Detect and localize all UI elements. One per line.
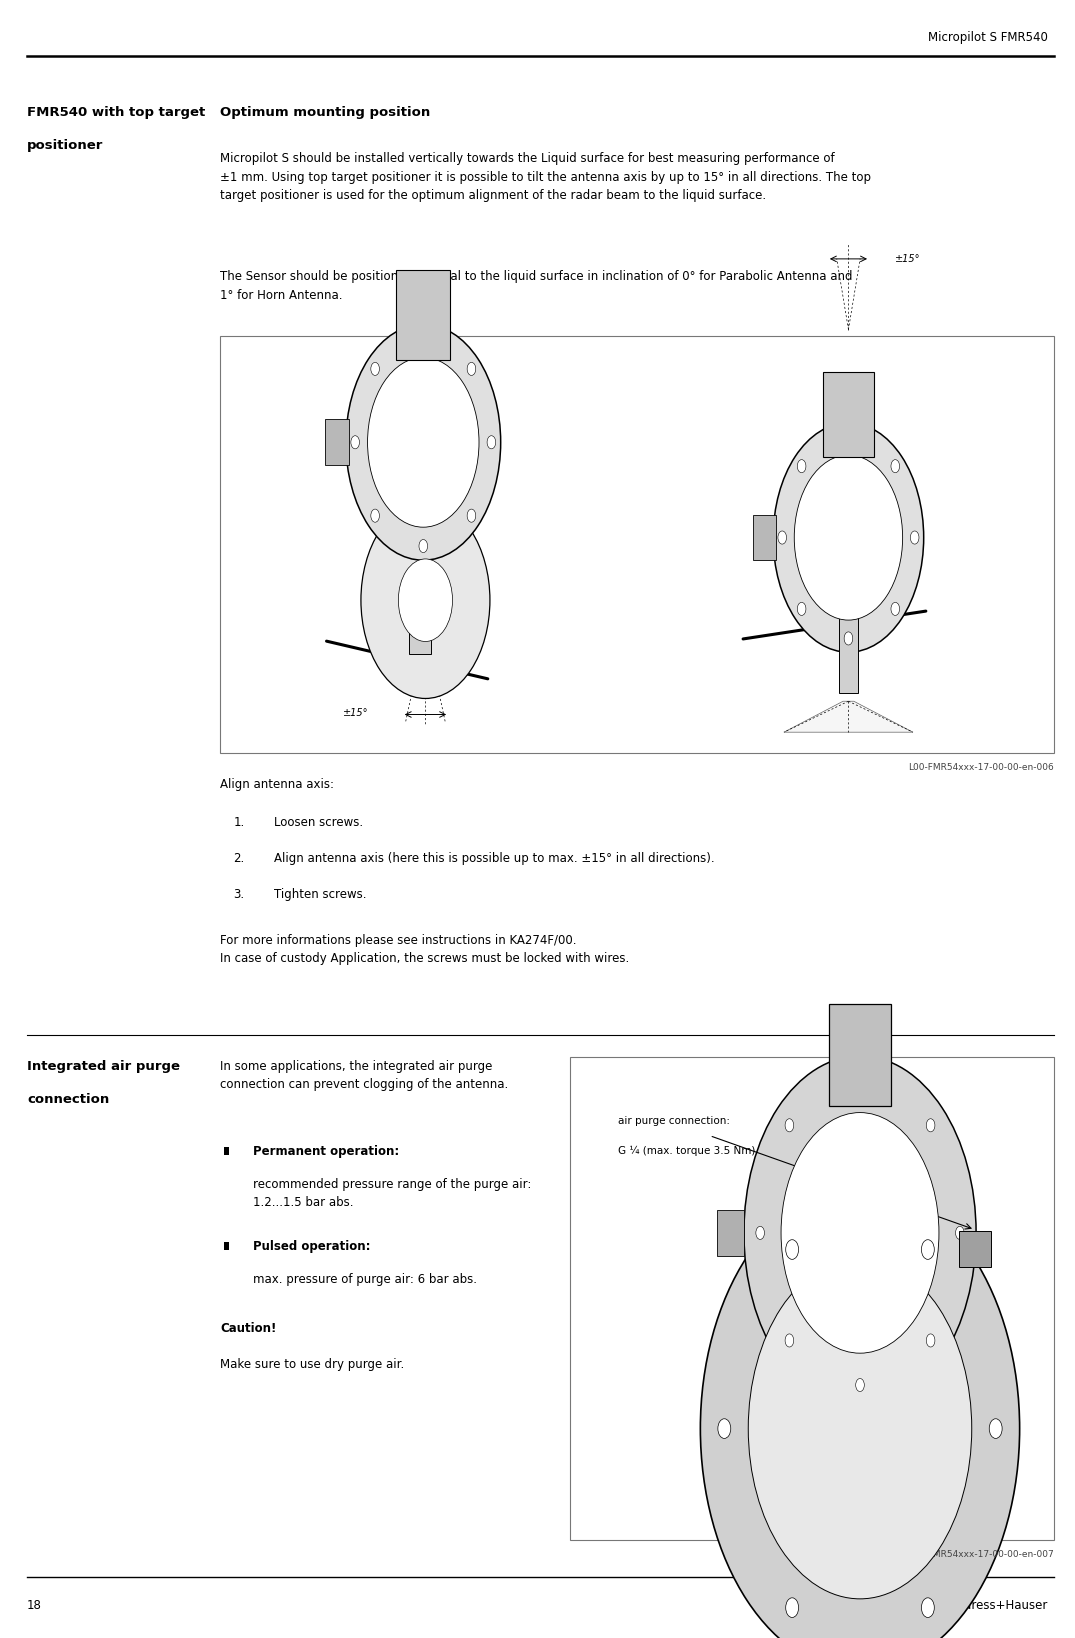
Bar [717, 1210, 744, 1256]
Circle shape [786, 1240, 799, 1260]
Text: FMR540 with top target: FMR540 with top target [27, 106, 205, 120]
Bar [397, 270, 450, 360]
Text: ±15°: ±15° [894, 254, 920, 264]
Text: Loosen screws.: Loosen screws. [274, 816, 363, 829]
Text: Endress+Hauser: Endress+Hauser [949, 1599, 1048, 1612]
Bar [570, 1057, 1054, 1540]
Circle shape [891, 603, 900, 616]
Circle shape [782, 1112, 938, 1353]
Circle shape [844, 632, 852, 645]
Circle shape [856, 1075, 864, 1088]
Circle shape [921, 1240, 934, 1260]
Circle shape [346, 324, 501, 560]
Circle shape [744, 1057, 976, 1410]
Circle shape [361, 501, 490, 698]
Circle shape [468, 509, 476, 523]
Text: 3.: 3. [233, 888, 244, 901]
Circle shape [371, 509, 379, 523]
Text: Micropilot S should be installed vertically towards the Liquid surface for best : Micropilot S should be installed vertica… [220, 152, 872, 203]
Text: Tighten screws.: Tighten screws. [274, 888, 367, 901]
Circle shape [856, 1379, 864, 1392]
Bar [822, 372, 874, 457]
Bar [834, 567, 862, 575]
Bar [838, 521, 858, 693]
Bar [326, 419, 349, 465]
Text: The Sensor should be positioned vertical to the liquid surface in inclination of: The Sensor should be positioned vertical… [220, 270, 852, 301]
Circle shape [891, 460, 900, 473]
Circle shape [773, 423, 923, 652]
Circle shape [785, 1119, 793, 1132]
Text: air purge connection:: air purge connection: [618, 1115, 730, 1125]
Text: Micropilot S FMR540: Micropilot S FMR540 [928, 31, 1048, 44]
Text: Make sure to use dry purge air.: Make sure to use dry purge air. [220, 1358, 404, 1371]
Text: 2.: 2. [233, 852, 244, 865]
Circle shape [786, 1597, 799, 1617]
Text: max. pressure of purge air: 6 bar abs.: max. pressure of purge air: 6 bar abs. [253, 1273, 476, 1286]
Text: 18: 18 [27, 1599, 42, 1612]
Circle shape [794, 455, 903, 621]
Circle shape [701, 1186, 1020, 1638]
Text: In some applications, the integrated air purge
connection can prevent clogging o: In some applications, the integrated air… [220, 1060, 508, 1091]
Text: Align antenna axis:: Align antenna axis: [220, 778, 334, 791]
Text: L00-FMR54xxx-17-00-00-en-006: L00-FMR54xxx-17-00-00-en-006 [907, 763, 1054, 771]
Text: Optimum mounting position: Optimum mounting position [220, 106, 431, 120]
Bar [224, 1242, 229, 1250]
Circle shape [844, 431, 852, 444]
Circle shape [927, 1333, 935, 1346]
Circle shape [911, 531, 919, 544]
Text: Align antenna axis (here this is possible up to max. ±15° in all directions).: Align antenna axis (here this is possibl… [274, 852, 715, 865]
Circle shape [921, 1597, 934, 1617]
Circle shape [956, 1227, 964, 1240]
Bar [848, 1247, 872, 1276]
Circle shape [798, 603, 806, 616]
Text: Permanent operation:: Permanent operation: [253, 1145, 399, 1158]
Bar [412, 472, 440, 482]
Bar [220, 336, 1054, 753]
Text: L00-FMR54xxx-17-00-00-en-007: L00-FMR54xxx-17-00-00-en-007 [907, 1550, 1054, 1558]
Circle shape [798, 460, 806, 473]
Text: Integrated air purge: Integrated air purge [27, 1060, 180, 1073]
Bar [415, 482, 436, 516]
Circle shape [399, 559, 453, 642]
Circle shape [487, 436, 496, 449]
Bar [838, 575, 858, 603]
Bar [752, 514, 776, 560]
Bar [410, 613, 431, 654]
Text: positioner: positioner [27, 139, 103, 152]
Circle shape [419, 333, 428, 346]
Circle shape [756, 1227, 764, 1240]
Circle shape [778, 531, 787, 544]
Circle shape [785, 1333, 793, 1346]
Circle shape [350, 436, 359, 449]
Text: 1.: 1. [233, 816, 244, 829]
Text: G ¼ (max. torque 3.5 Nm): G ¼ (max. torque 3.5 Nm) [618, 1145, 756, 1156]
Text: connection: connection [27, 1093, 110, 1106]
Text: For more informations please see instructions in KA274F/00.
In case of custody A: For more informations please see instruc… [220, 934, 630, 965]
Circle shape [371, 362, 379, 375]
Circle shape [989, 1419, 1002, 1438]
Text: ±15°: ±15° [343, 708, 369, 717]
Circle shape [748, 1258, 972, 1599]
Circle shape [718, 1419, 731, 1438]
Polygon shape [784, 701, 913, 732]
Circle shape [419, 539, 428, 552]
Circle shape [468, 362, 476, 375]
Bar [224, 1147, 229, 1155]
Text: recommended pressure range of the purge air:
1.2...1.5 bar abs.: recommended pressure range of the purge … [253, 1178, 531, 1209]
Circle shape [368, 357, 479, 527]
Bar [829, 1004, 891, 1106]
Text: Pulsed operation:: Pulsed operation: [253, 1240, 370, 1253]
Circle shape [927, 1119, 935, 1132]
Text: Caution!: Caution! [220, 1322, 276, 1335]
Bar [959, 1232, 991, 1268]
